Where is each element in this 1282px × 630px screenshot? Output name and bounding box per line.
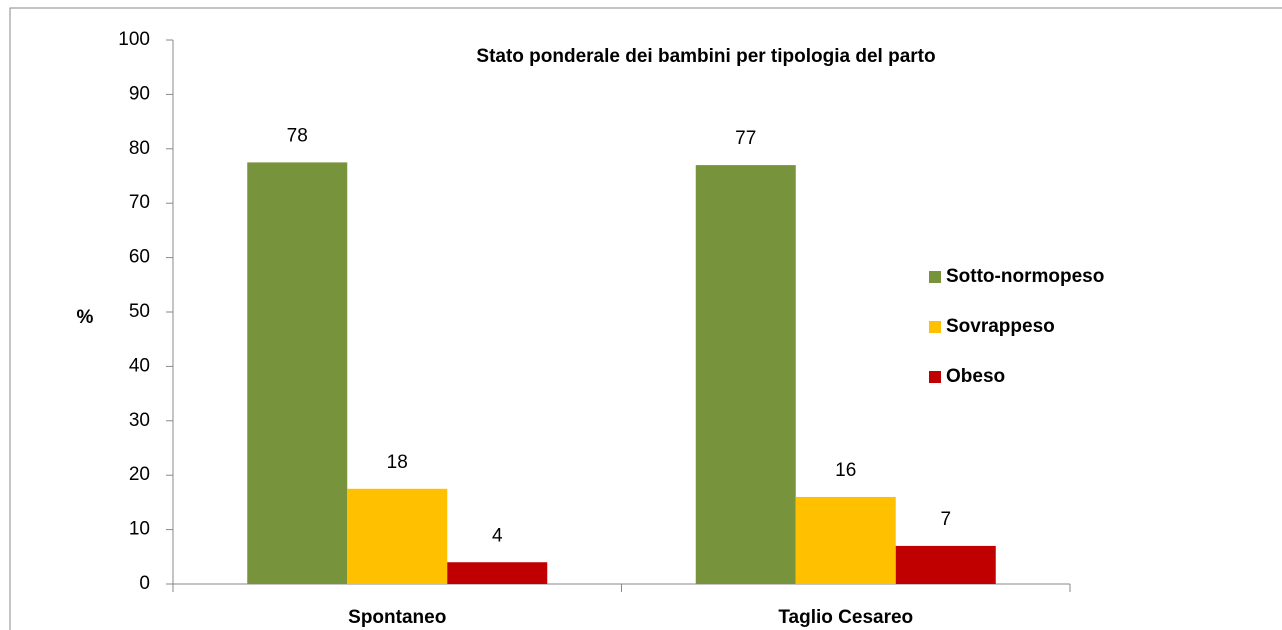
y-tick-label: 60 bbox=[129, 247, 150, 268]
y-tick-label: 70 bbox=[129, 192, 150, 213]
legend-swatch bbox=[929, 321, 941, 333]
y-tick-label: 30 bbox=[129, 410, 150, 431]
chart-frame bbox=[9, 7, 1282, 630]
y-axis-label: % bbox=[77, 307, 94, 328]
y-tick-label: 20 bbox=[129, 464, 150, 485]
y-tick-label: 10 bbox=[129, 519, 150, 540]
legend-label: Sovrappeso bbox=[946, 316, 1055, 337]
bar bbox=[795, 496, 896, 584]
value-label: 77 bbox=[735, 128, 756, 149]
value-label: 16 bbox=[835, 460, 856, 481]
legend-label: Obeso bbox=[946, 366, 1005, 387]
value-label: 18 bbox=[387, 452, 408, 473]
bar bbox=[895, 545, 996, 584]
x-tick-label: Spontaneo bbox=[348, 607, 446, 628]
value-label: 78 bbox=[287, 125, 308, 146]
value-label: 4 bbox=[492, 525, 503, 546]
y-tick-label: 40 bbox=[129, 355, 150, 376]
bar bbox=[695, 165, 796, 584]
legend-swatch bbox=[929, 271, 941, 283]
value-label: 7 bbox=[940, 509, 951, 530]
bar bbox=[447, 562, 548, 584]
legend-swatch bbox=[929, 371, 941, 383]
bar bbox=[347, 488, 448, 584]
y-tick-label: 90 bbox=[129, 83, 150, 104]
y-tick-label: 50 bbox=[129, 301, 150, 322]
y-tick-label: 0 bbox=[139, 573, 150, 594]
legend-label: Sotto-normopeso bbox=[946, 266, 1104, 287]
y-tick-label: 80 bbox=[129, 138, 150, 159]
bar bbox=[247, 162, 348, 584]
chart-title: Stato ponderale dei bambini per tipologi… bbox=[476, 46, 935, 67]
y-tick-label: 100 bbox=[118, 29, 150, 50]
x-tick-label: Taglio Cesareo bbox=[778, 607, 913, 628]
